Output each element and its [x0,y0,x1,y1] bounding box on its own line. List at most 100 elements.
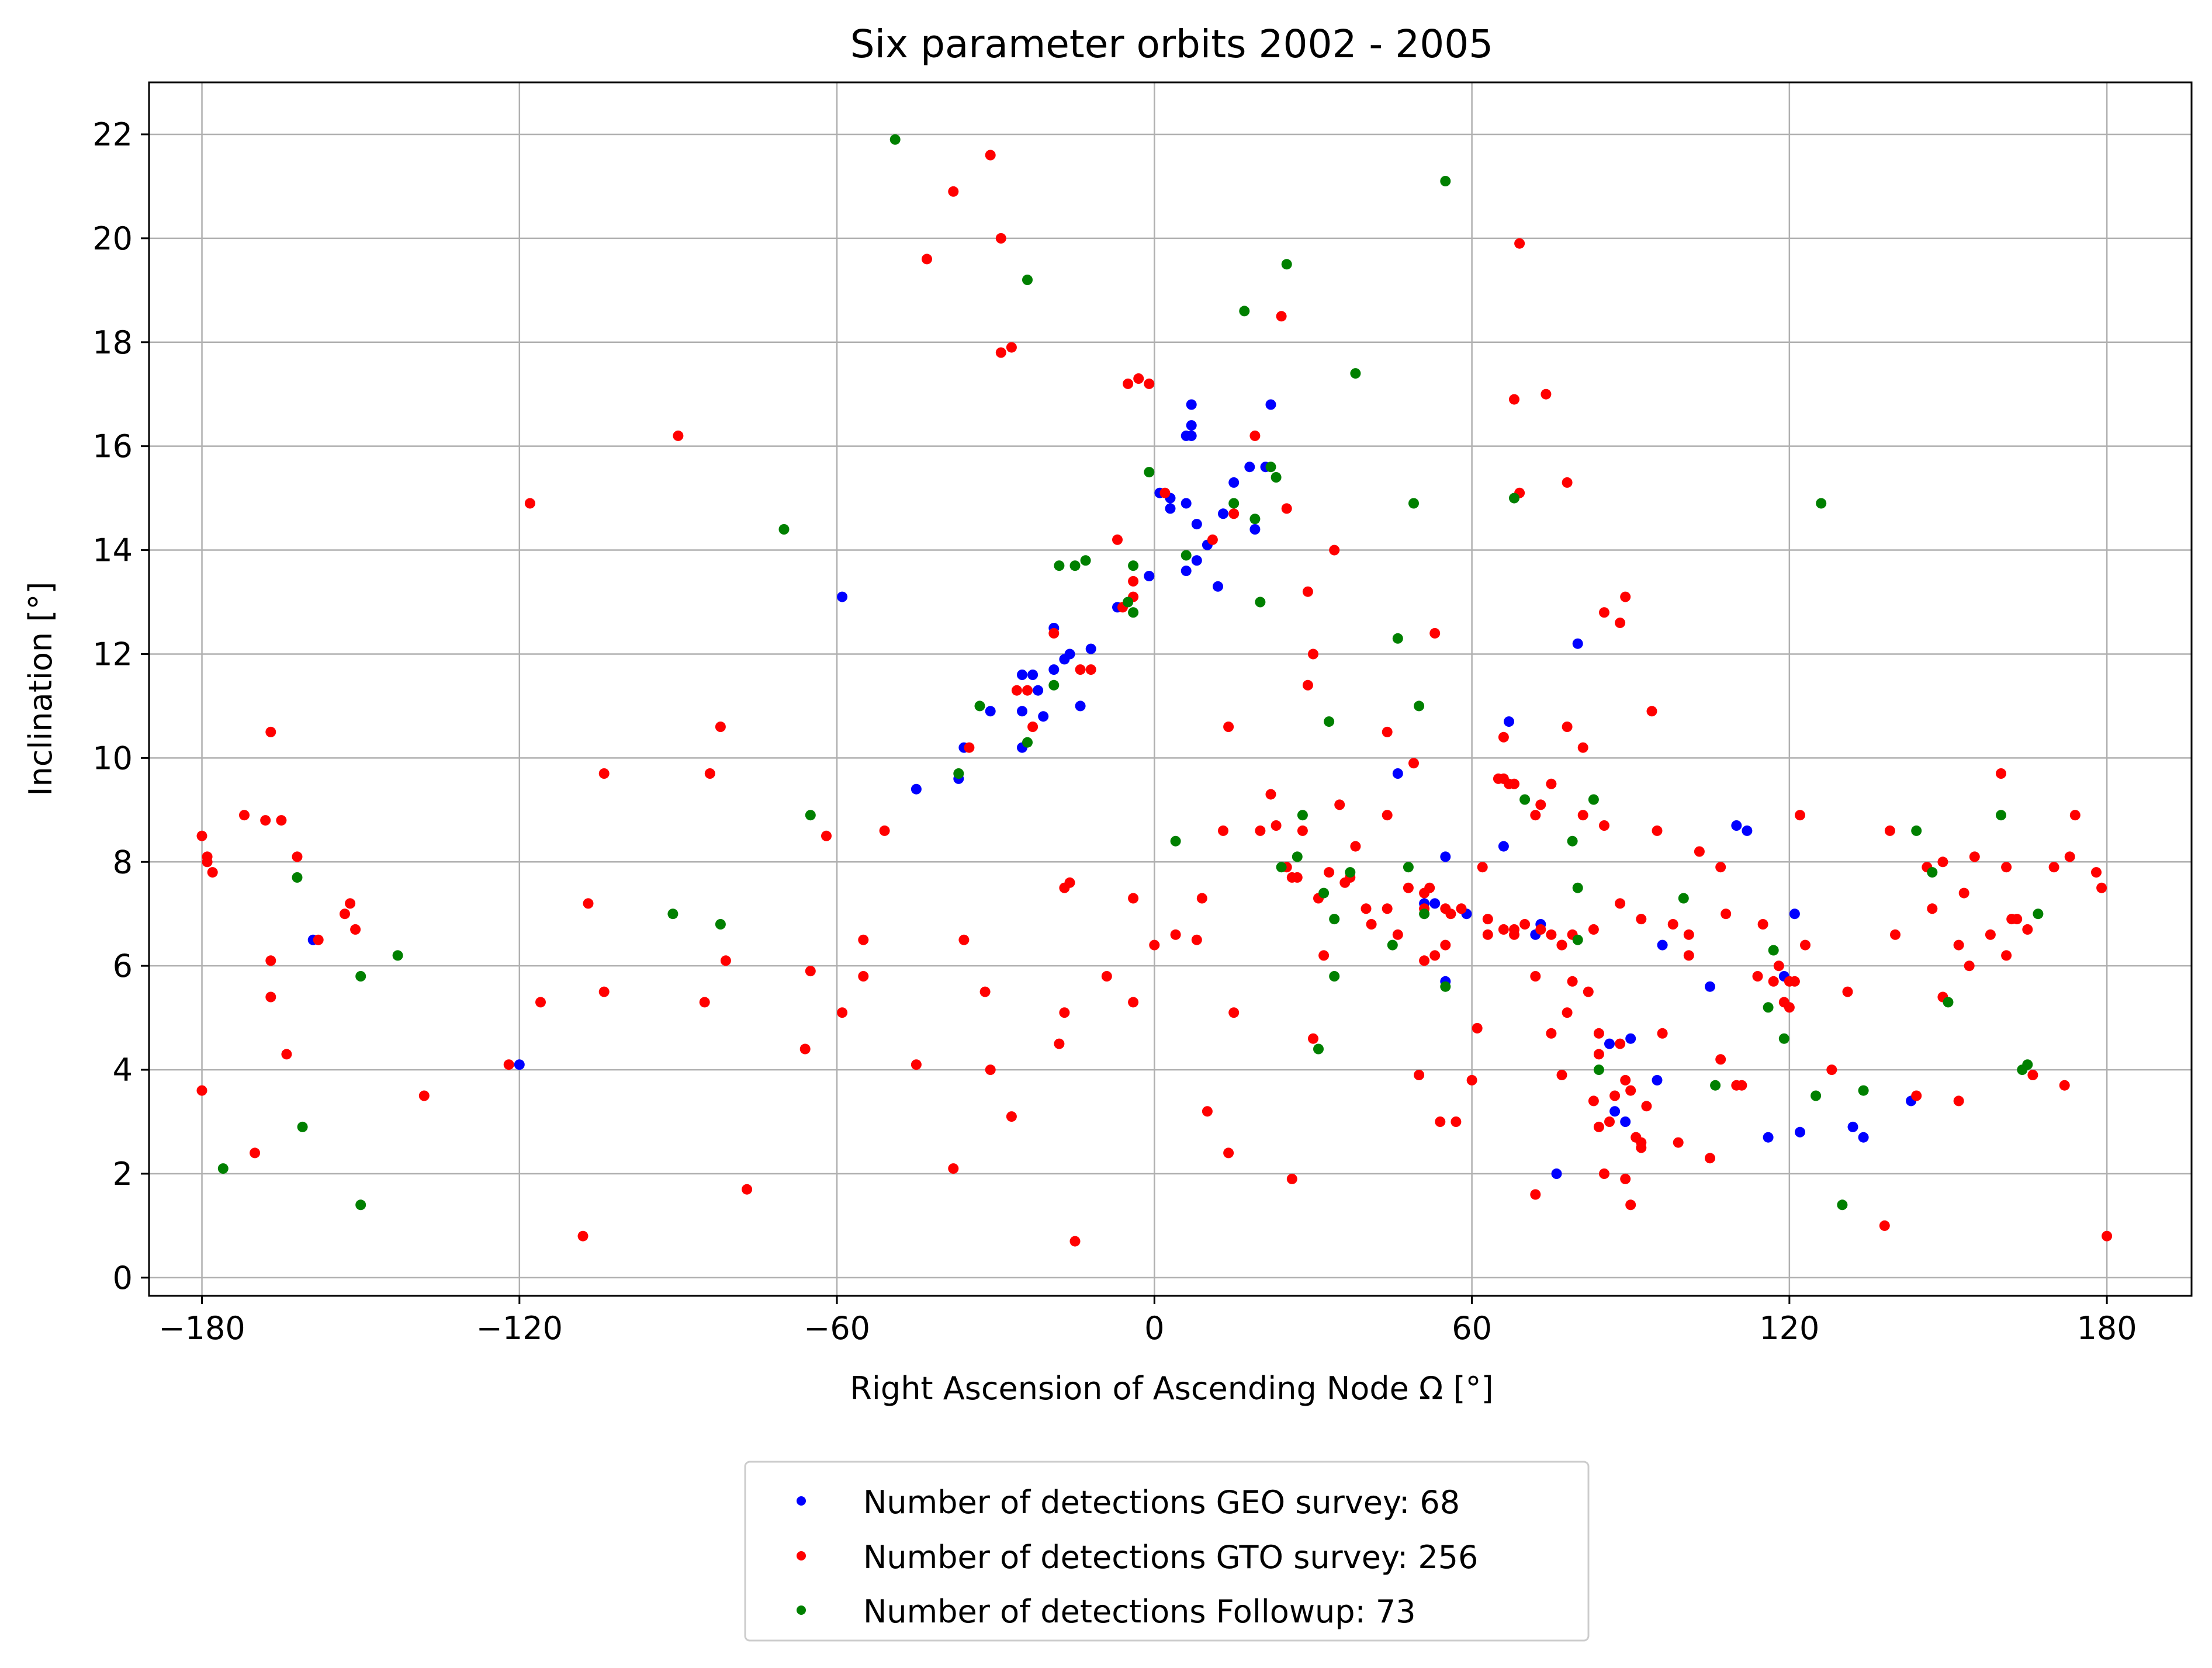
y-tick-label: 16 [92,428,133,465]
data-point-series-1 [2001,862,2012,873]
data-point-series-2 [1297,810,1308,821]
data-point-series-1 [1048,627,1060,639]
data-point-series-1 [1599,820,1609,831]
y-tick-label: 14 [92,532,133,569]
data-point-series-1 [1683,950,1694,961]
data-point-series-1 [1705,1153,1715,1164]
data-point-series-1 [948,1163,959,1174]
data-point-series-2 [953,768,964,779]
data-point-series-1 [1308,1033,1318,1044]
data-point-series-2 [1567,835,1578,847]
legend-label-followup: Number of detections Followup: 73 [863,1593,1416,1630]
data-point-series-2 [1414,701,1425,712]
data-point-series-2 [2022,1059,2033,1070]
data-point-series-2 [2033,908,2044,920]
data-point-series-1 [1652,825,1663,836]
data-point-series-2 [1228,498,1240,509]
data-point-series-1 [858,971,869,982]
data-point-series-1 [1392,929,1403,940]
data-point-series-1 [1318,950,1330,961]
data-point-series-1 [1022,685,1033,696]
data-point-series-0 [1604,1038,1615,1049]
data-point-series-2 [1170,835,1181,847]
data-point-series-0 [1742,825,1753,836]
x-tick-label: 0 [1144,1310,1164,1347]
data-point-series-1 [805,966,816,977]
chart-title: Six parameter orbits 2002 - 2005 [850,22,1493,67]
data-point-series-2 [1022,275,1033,285]
data-point-series-1 [1556,939,1567,951]
x-tick-label: 60 [1452,1310,1492,1347]
data-point-series-0 [1017,706,1027,717]
data-point-series-1 [1292,872,1303,883]
data-point-series-2 [1350,368,1361,379]
data-point-series-1 [1128,997,1139,1008]
data-point-series-2 [355,1199,366,1211]
data-point-series-1 [1324,867,1335,878]
data-point-series-2 [1572,934,1583,945]
data-point-series-1 [1620,1074,1631,1086]
data-point-series-1 [1615,898,1626,909]
data-point-series-1 [1884,825,1895,836]
data-point-series-1 [1911,1090,1922,1101]
data-point-series-2 [1048,679,1060,691]
data-point-series-1 [196,830,207,841]
data-point-series-2 [1392,633,1403,644]
data-point-series-1 [1519,919,1531,930]
data-point-series-1 [1562,722,1573,732]
data-point-series-1 [1636,914,1647,925]
data-point-series-1 [1953,939,1964,951]
data-point-series-1 [1927,903,1938,914]
data-point-series-1 [1615,1038,1626,1049]
data-point-series-1 [2059,1080,2070,1091]
data-point-series-2 [1080,555,1091,566]
data-point-series-1 [1112,534,1123,545]
data-point-series-2 [1408,498,1419,509]
data-point-series-2 [1123,597,1134,608]
data-point-series-1 [1715,862,1726,873]
data-point-series-1 [2027,1070,2038,1080]
data-point-series-2 [1265,462,1276,473]
data-point-series-2 [1710,1080,1721,1091]
data-point-series-2 [889,134,901,145]
data-point-series-2 [1911,825,1922,836]
data-point-series-1 [1271,820,1282,831]
data-point-series-0 [1228,477,1240,488]
data-point-series-1 [1683,929,1694,940]
data-point-series-1 [1297,825,1308,836]
data-point-series-1 [1593,1121,1604,1132]
data-point-series-2 [1387,939,1398,951]
data-point-series-1 [1218,825,1228,836]
data-point-series-1 [1953,1095,1964,1107]
data-point-series-1 [1059,1007,1070,1018]
data-point-series-1 [1715,1054,1726,1065]
data-point-series-1 [1472,1022,1483,1034]
data-point-series-2 [1054,560,1065,571]
data-point-series-1 [577,1230,589,1242]
data-point-series-1 [1636,1142,1647,1153]
data-point-series-1 [1577,742,1588,753]
data-point-series-1 [1265,789,1276,800]
data-point-series-0 [1181,498,1192,509]
data-point-series-1 [196,1085,207,1096]
data-point-series-0 [1429,898,1441,909]
data-point-series-1 [1228,1007,1240,1018]
data-point-series-0 [1847,1121,1858,1132]
data-point-series-1 [1477,862,1488,873]
legend: Number of detections GEO survey: 68 Numb… [744,1461,1590,1642]
data-point-series-2 [1239,306,1250,317]
data-point-series-1 [1509,929,1519,940]
data-point-series-1 [1159,487,1171,498]
data-point-series-1 [673,430,684,441]
data-point-series-1 [1641,1101,1652,1112]
data-point-series-1 [1615,618,1626,629]
data-point-series-2 [1837,1199,1848,1211]
data-point-series-0 [1392,768,1403,779]
data-point-series-1 [911,1059,922,1070]
data-point-series-1 [1667,919,1678,930]
data-point-series-2 [1509,493,1519,504]
data-point-series-0 [1218,508,1228,519]
data-point-series-1 [837,1007,848,1018]
data-point-series-0 [1705,981,1715,992]
